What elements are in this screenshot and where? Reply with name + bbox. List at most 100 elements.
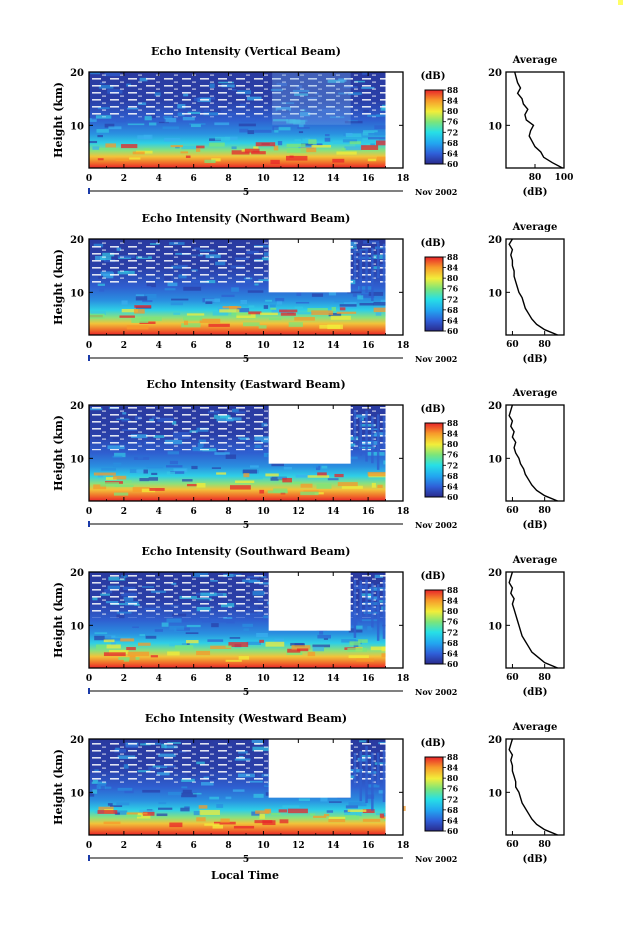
heatmap-cell (120, 638, 134, 641)
heatmap-cell (372, 483, 376, 488)
heatmap-cell (297, 312, 313, 314)
panel-title: Echo Intensity (Eastward Beam) (146, 378, 345, 391)
heatmap-cell (288, 809, 308, 814)
colorbar-tick-label: 88 (447, 252, 459, 262)
x-tick-label: 6 (191, 174, 197, 184)
average-y-tick-label: 10 (488, 621, 502, 632)
heatmap-cell (216, 804, 223, 808)
colorbar-tick-label: 68 (447, 138, 459, 148)
heatmap-cell (214, 452, 229, 455)
heatmap-cell (232, 146, 237, 149)
heatmap-cell (308, 139, 316, 144)
heatmap-cell (331, 316, 351, 320)
heatmap-cell (130, 656, 136, 660)
y-tick-label: 10 (70, 621, 84, 632)
heatmap-cell (226, 621, 234, 623)
heatmap-cell (279, 310, 297, 313)
colorbar-tick-label: 64 (447, 148, 459, 158)
heatmap-cell (182, 479, 192, 481)
heatmap-cell (199, 805, 208, 809)
heatmap-cell (142, 790, 160, 793)
heatmap-cell (216, 472, 226, 474)
average-frame (506, 739, 564, 835)
heatmap-cell (167, 472, 175, 475)
heatmap-cell (154, 119, 166, 122)
heatmap-cell (169, 823, 182, 828)
x-tick-label: 4 (156, 507, 162, 517)
heatmap-cell (383, 244, 386, 283)
colorbar-tick-label: 72 (447, 294, 458, 304)
heatmap-cell (374, 302, 388, 306)
heatmap-cell (226, 797, 232, 799)
heatmap-cell (365, 746, 368, 803)
heatmap-cell (114, 493, 128, 496)
heatmap-cell (265, 642, 284, 647)
heatmap-cell (243, 322, 260, 326)
no-data-region (386, 72, 403, 168)
heatmap-cell (181, 786, 187, 788)
heatmap-cell (136, 296, 147, 300)
heatmap-cell (368, 159, 376, 161)
average-y-tick-label: 20 (488, 735, 502, 746)
average-y-tick-label: 10 (488, 454, 502, 465)
heatmap-cell (127, 325, 149, 329)
x-tick-label: 0 (86, 341, 92, 351)
heatmap-cell (358, 639, 368, 643)
panel-title: Echo Intensity (Westward Beam) (145, 712, 347, 725)
heatmap-cell (299, 798, 310, 801)
x-tick-label: 10 (257, 841, 270, 851)
average-title: Average (512, 222, 558, 233)
heatmap-cell (113, 476, 126, 480)
average-y-tick-label: 20 (488, 401, 502, 412)
date-label: Nov 2002 (415, 354, 457, 364)
heatmap-cell (127, 812, 148, 814)
heatmap-cell (115, 485, 134, 487)
average-y-tick-label: 20 (488, 68, 502, 79)
x-tick-label: 4 (156, 674, 162, 684)
heatmap-cell (320, 797, 327, 801)
y-tick-label: 10 (70, 121, 84, 132)
heatmap-cell (233, 789, 245, 791)
heatmap-cell (214, 122, 229, 125)
average-frame (506, 239, 564, 335)
heatmap-cell (200, 810, 220, 815)
heatmap-cell (168, 451, 179, 454)
heatmap-cell (144, 135, 153, 139)
average-frame (506, 405, 564, 501)
heatmap-cell (317, 635, 331, 639)
heatmap-cell (149, 123, 156, 126)
y-tick-label: 20 (70, 568, 84, 579)
x-tick-label: 14 (327, 841, 340, 851)
heatmap-cell (368, 137, 385, 139)
heatmap-cell (281, 313, 296, 316)
heatmap-cell (180, 808, 189, 812)
heatmap-cell (319, 630, 323, 634)
heatmap-cell (340, 307, 346, 310)
heatmap-cell (383, 416, 386, 448)
heatmap-cell (196, 817, 205, 821)
heatmap-cell (242, 118, 256, 122)
heatmap-cell (94, 473, 116, 476)
heatmap-cell (90, 72, 100, 74)
x-tick-label: 6 (191, 341, 197, 351)
colorbar (425, 257, 443, 331)
heatmap-cell (134, 457, 149, 460)
heatmap-cell (383, 750, 386, 802)
day-marker-label: 5 (243, 855, 249, 865)
heatmap-cell (138, 643, 151, 646)
heatmap-cell (272, 72, 351, 125)
heatmap-cell (344, 146, 361, 150)
heatmap-cell (248, 311, 261, 314)
heatmap-cell (363, 819, 380, 822)
heatmap-cell (204, 823, 219, 825)
heatmap-cell (319, 325, 340, 329)
heatmap-cell (244, 628, 249, 631)
heatmap-cell (329, 292, 336, 296)
heatmap-cell (118, 657, 139, 660)
day-marker-label: 5 (243, 521, 249, 531)
heatmap-cell (274, 146, 279, 151)
heatmap-cell (332, 307, 336, 311)
heatmap-cell (377, 243, 380, 278)
heatmap-cell (205, 301, 212, 304)
heatmap-cell (256, 633, 268, 637)
